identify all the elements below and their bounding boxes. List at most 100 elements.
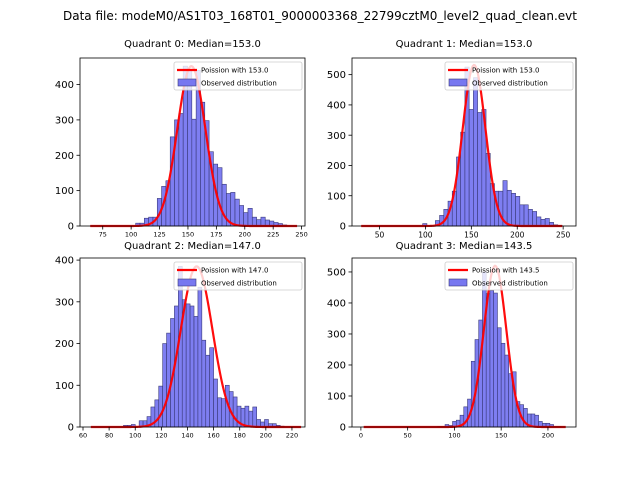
histogram-bar (544, 218, 550, 227)
x-tick-label: 100 (418, 231, 433, 240)
x-tick-label: 220 (286, 432, 298, 440)
legend: Poission with 143.5 Observed distribution (444, 261, 574, 291)
histogram-bars (422, 66, 563, 227)
x-tick-label: 140 (181, 432, 193, 440)
x-tick-label: 100 (125, 231, 137, 239)
legend-bar-swatch (177, 78, 197, 87)
x-tick-label: 175 (210, 231, 222, 239)
histogram-bar (185, 303, 191, 428)
y-tick-label: 200 (327, 361, 346, 372)
legend-box (173, 261, 303, 291)
legend-bar-swatch (448, 78, 468, 87)
histogram-bar (187, 70, 193, 227)
y-tick-label: 200 (55, 151, 74, 162)
histogram-bar (530, 413, 536, 428)
axes-frame (351, 257, 577, 428)
legend-label-poisson: Poission with 153.0 (472, 67, 540, 75)
histogram-bar (252, 406, 257, 428)
x-tick-label: 50 (404, 432, 412, 440)
legend-label-observed: Observed distribution (472, 280, 548, 288)
x-tick-label: 200 (239, 231, 251, 239)
histogram-bar (239, 205, 244, 227)
y-tick-label: 200 (327, 161, 346, 172)
histogram-bar (489, 290, 494, 428)
subplot-q3: 0 50 100 150 200 0 100 200 300 400 500 Poission wit… (327, 257, 577, 440)
axes-frame (351, 57, 577, 227)
y-tick-label: 300 (55, 115, 74, 126)
subplot-title-q1: Quadrant 1: Median=153.0 (395, 39, 533, 50)
axes-frame (79, 57, 306, 227)
y-tick-label: 100 (55, 186, 74, 197)
subplot-title-q3: Quadrant 3: Median=143.5 (395, 241, 533, 252)
histogram-bar (251, 216, 257, 227)
histogram-bar (162, 343, 167, 428)
y-tick-label: 300 (327, 330, 346, 341)
y-tick-label: 400 (55, 80, 74, 91)
histogram-bar (534, 414, 539, 428)
histogram-bar (166, 332, 171, 428)
subplot-q2: 60 80 100 120 140 160 180 200 220 0 100 200 300 400 Po… (55, 256, 306, 440)
histogram-bar (497, 327, 502, 428)
legend-box (173, 61, 303, 91)
histogram-bar (508, 373, 513, 428)
histogram-bar (527, 209, 533, 227)
axes-frame (79, 257, 306, 428)
histogram-bar (260, 216, 266, 227)
legend: Poission with 153.0 Observed distribution (444, 61, 574, 91)
y-tick-label: 0 (340, 222, 346, 233)
histogram-bar (500, 342, 506, 428)
histogram-bar (191, 118, 197, 227)
legend: Poission with 153.0 Observed distribution (173, 61, 303, 91)
subplot-title-q0: Quadrant 0: Median=153.0 (124, 39, 261, 50)
x-tick-label: 100 (129, 432, 141, 440)
x-tick-label: 80 (105, 432, 113, 440)
y-tick-label: 100 (55, 381, 74, 392)
x-tick-label: 125 (153, 231, 165, 239)
y-tick-label: 300 (327, 131, 346, 142)
histogram-bar (482, 271, 487, 428)
legend-label-observed: Observed distribution (201, 280, 277, 288)
histogram-bar (189, 305, 195, 428)
histogram-bar (515, 196, 521, 227)
histogram-bar (506, 189, 512, 227)
histogram-bar (519, 204, 525, 227)
x-tick-label: 75 (99, 231, 107, 239)
histogram-bar (158, 385, 163, 428)
histogram-bar (498, 190, 504, 227)
histogram-bars (437, 271, 562, 428)
y-tick-label: 400 (327, 101, 346, 112)
histogram-bar (536, 216, 542, 227)
histogram-bar (523, 204, 529, 227)
histogram-bar (209, 347, 214, 428)
y-tick-label: 400 (327, 299, 346, 310)
histogram-bar (468, 109, 474, 227)
histogram-bar (197, 286, 203, 428)
legend-box (444, 261, 574, 291)
histogram-bar (201, 339, 207, 428)
histogram-bar (264, 419, 269, 428)
x-tick-label: 180 (233, 432, 245, 440)
histogram-bar (217, 397, 222, 428)
x-tick-label: 250 (556, 231, 571, 240)
histogram-bar (247, 208, 253, 227)
histogram-bar (493, 292, 498, 428)
legend-label-observed: Observed distribution (201, 80, 277, 88)
histogram-bar (511, 193, 516, 227)
histogram-bar (473, 77, 478, 227)
histogram-bar (244, 405, 250, 428)
x-tick-label: 100 (448, 432, 460, 440)
y-tick-label: 300 (55, 297, 74, 308)
histogram-bar (232, 396, 238, 428)
histogram-bar (178, 113, 184, 227)
y-tick-label: 0 (340, 423, 346, 434)
y-tick-label: 100 (327, 392, 346, 403)
legend: Poission with 147.0 Observed distribution (173, 261, 303, 291)
figure-title: Data file: modeM0/AS1T03_168T01_90000033… (63, 9, 577, 23)
histogram-bar (221, 183, 227, 227)
x-tick-label: 160 (207, 432, 219, 440)
histogram-bar (243, 212, 249, 227)
y-tick-label: 100 (327, 191, 346, 202)
subplot-q0: 75 100 125 150 175 200 225 250 0 100 200 300 400 Pois… (55, 57, 308, 239)
legend-bar-swatch (448, 278, 468, 287)
x-tick-label: 120 (155, 432, 167, 440)
